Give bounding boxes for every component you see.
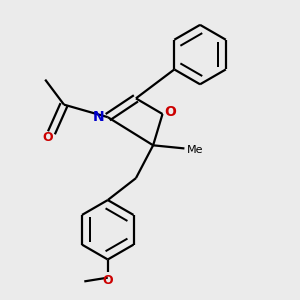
Text: N: N [93,110,105,124]
Text: O: O [42,131,53,144]
Text: Me: Me [187,145,203,155]
Text: O: O [164,105,176,119]
Text: O: O [103,274,113,286]
